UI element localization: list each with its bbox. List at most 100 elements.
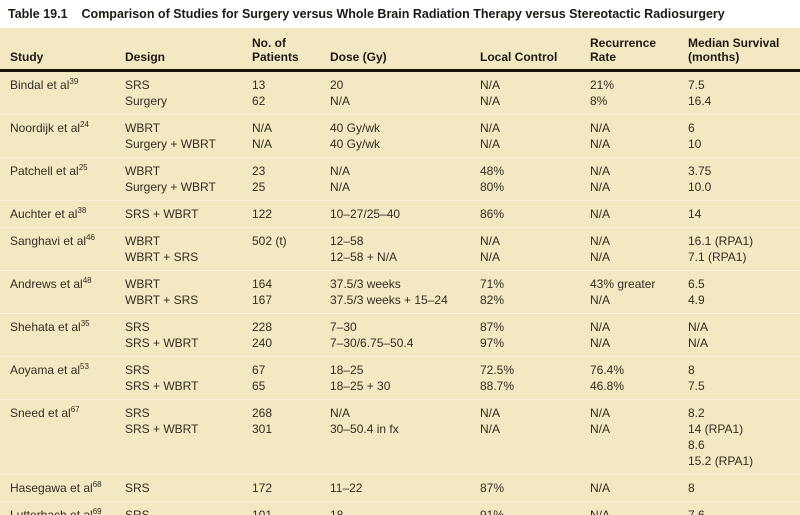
column-header-dose: Dose (Gy): [330, 28, 480, 72]
reference-superscript: 48: [82, 276, 92, 285]
study-name: Andrews et al: [10, 277, 83, 291]
design-cell: [125, 453, 252, 475]
study-name: Sneed et al: [10, 406, 71, 420]
study-cell: [0, 453, 125, 475]
column-header-patients: No. of Patients: [252, 28, 330, 72]
recurrence-cell: N/A: [590, 292, 688, 314]
dose-cell: 7–30: [330, 320, 357, 334]
recurrence-cell: N/A: [590, 474, 688, 502]
study-cell: [0, 292, 125, 314]
patients-cell: [252, 249, 330, 271]
design-cell: SRS + WBRT: [125, 422, 199, 436]
recurrence-cell: N/A: [590, 200, 688, 228]
survival-cell: 6: [688, 121, 695, 135]
study-cell: Lutterbach et al69: [0, 501, 125, 515]
recurrence-cell: 76.4%: [590, 363, 625, 377]
survival-cell: 8.2: [688, 406, 705, 420]
study-name: Auchter et al: [10, 207, 78, 221]
local-control-cell: N/A: [480, 121, 501, 135]
study-cell: Aoyama et al53: [0, 357, 125, 379]
design-cell: WBRT: [125, 277, 161, 291]
comparison-table: Study Design No. of Patients Dose (Gy) L…: [0, 28, 800, 515]
patients-cell: 301: [252, 422, 273, 436]
table-row: Surgery 62 N/A N/A 8% 16.4: [0, 93, 800, 115]
dose-cell: 7–30/6.75–50.4: [330, 335, 480, 357]
patients-cell: 65: [252, 378, 330, 400]
table-row: 8.6: [0, 437, 800, 453]
patients-cell: 122: [252, 200, 330, 228]
table-row: Surgery + WBRT N/A 40 Gy/wk N/A N/A 10: [0, 136, 800, 158]
survival-cell: N/A: [688, 320, 709, 334]
survival-cell: 8.6: [688, 438, 705, 452]
survival-cell: 14 (RPA1): [688, 422, 744, 436]
table-row: Surgery + WBRT 25 N/A 80% N/A 10.0: [0, 179, 800, 201]
design-cell: SRS: [125, 363, 150, 377]
survival-cell: 16.1 (RPA1): [688, 234, 754, 248]
table-header: Study Design No. of Patients Dose (Gy) L…: [0, 28, 800, 72]
local-control-cell: 87%: [480, 474, 590, 502]
study-cell: [0, 179, 125, 201]
local-control-cell: 48%: [480, 164, 505, 178]
local-control-cell: 72.5%: [480, 363, 515, 377]
patients-cell: N/A: [252, 121, 273, 135]
study-name: Hasegawa et al: [10, 481, 93, 495]
design-cell: [125, 437, 252, 453]
table-row: Sanghavi et al46 WBRT 502 (t) 12–58 N/A N/A 16…: [0, 228, 800, 250]
local-control-cell: N/A: [480, 234, 501, 248]
dose-cell: [330, 453, 480, 475]
study-cell: Patchell et al25: [0, 158, 125, 180]
study-cell: Bindal et al39: [0, 71, 125, 94]
patients-cell: 502 (t): [252, 234, 287, 248]
study-name: Bindal et al: [10, 78, 70, 92]
table-row: Sneed et al67 SRS 268 N/A N/A N/A 8.2: [0, 400, 800, 422]
local-control-cell: 97%: [480, 335, 590, 357]
recurrence-cell: N/A: [590, 335, 688, 357]
dose-cell: 40 Gy/wk: [330, 121, 381, 135]
patients-cell: 268: [252, 406, 273, 420]
dose-cell: N/A: [330, 93, 480, 115]
table-row: WBRT + SRS 167 37.5/3 weeks + 15–24 82% N/A 4…: [0, 292, 800, 314]
patients-cell: [252, 437, 330, 453]
recurrence-cell: N/A: [590, 320, 611, 334]
study-cell: [0, 93, 125, 115]
local-control-cell: 82%: [480, 292, 590, 314]
reference-superscript: 39: [69, 77, 79, 86]
study-cell: [0, 421, 125, 437]
recurrence-cell: [590, 437, 688, 453]
dose-cell: 11–22: [330, 474, 480, 502]
study-name: Noordijk et al: [10, 121, 81, 135]
reference-superscript: 67: [70, 405, 80, 414]
study-cell: [0, 437, 125, 453]
survival-cell: 14: [688, 200, 800, 228]
design-cell: Surgery: [125, 93, 252, 115]
patients-cell: 228: [252, 320, 273, 334]
design-cell: SRS: [125, 501, 252, 515]
column-header-study: Study: [0, 28, 125, 72]
recurrence-cell: 21%: [590, 78, 615, 92]
study-name: Patchell et al: [10, 164, 79, 178]
dose-cell: 10–27/25–40: [330, 200, 480, 228]
survival-cell: 3.75: [688, 164, 712, 178]
patients-cell: N/A: [252, 136, 330, 158]
dose-cell: 18–25 + 30: [330, 378, 480, 400]
design-cell: SRS + WBRT: [125, 200, 252, 228]
local-control-cell: 80%: [480, 179, 590, 201]
table-row: SRS + WBRT 65 18–25 + 30 88.7% 46.8% 7.5: [0, 378, 800, 400]
column-header-design: Design: [125, 28, 252, 72]
table-row: Andrews et al48 WBRT 164 37.5/3 weeks 71% 43%…: [0, 271, 800, 293]
dose-cell: 30–50.4 in fx: [330, 422, 399, 436]
dose-cell: [330, 437, 480, 453]
reference-superscript: 46: [86, 233, 95, 242]
design-cell: WBRT: [125, 164, 161, 178]
reference-superscript: 68: [92, 480, 102, 489]
recurrence-cell: [590, 453, 688, 475]
local-control-cell: N/A: [480, 406, 501, 420]
study-cell: Noordijk et al24: [0, 115, 125, 137]
column-header-local-control: Local Control: [480, 28, 590, 72]
study-cell: [0, 249, 125, 271]
dose-cell: N/A: [330, 406, 351, 420]
patients-cell: 67: [252, 363, 266, 377]
survival-cell: 7.5: [688, 78, 705, 92]
study-name: Shehata et al: [10, 320, 81, 334]
